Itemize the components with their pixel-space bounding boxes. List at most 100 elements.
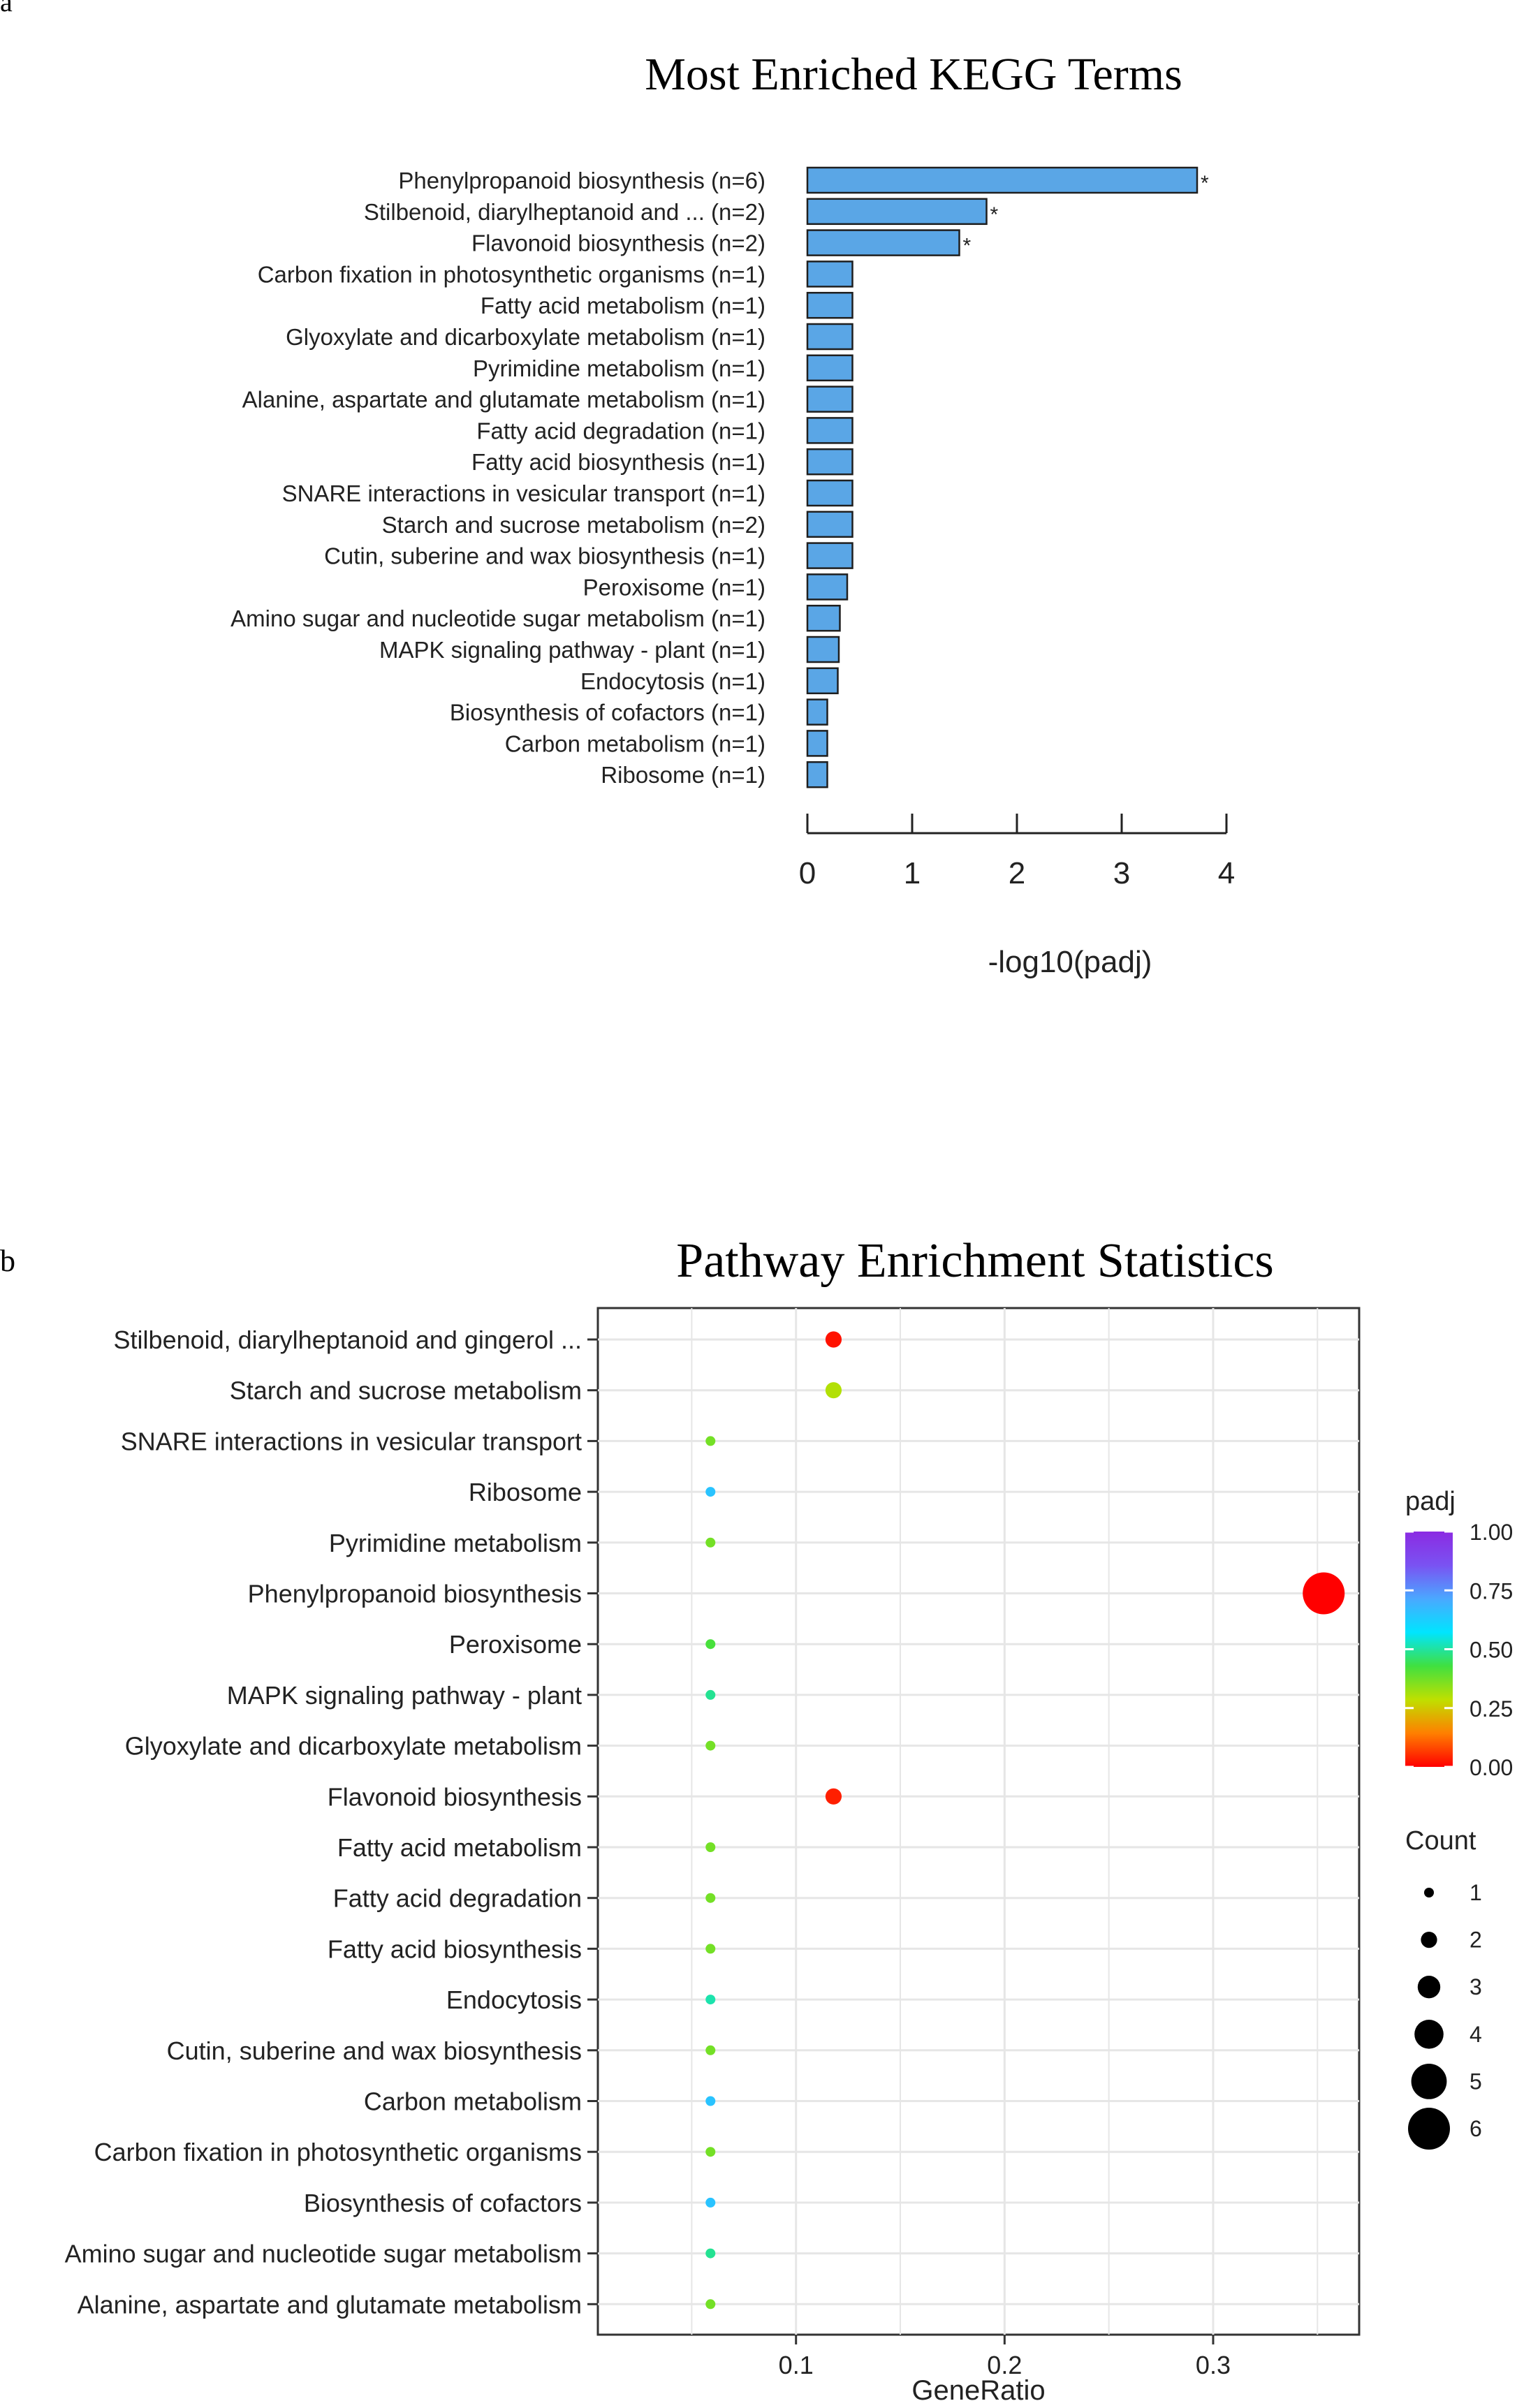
data-point [705,1537,716,1548]
bar [806,323,853,351]
bar [806,604,841,632]
panel-a-title: Most Enriched KEGG Terms [645,49,1182,100]
category-label: Alanine, aspartate and glutamate metabol… [78,2290,582,2319]
significance-star: * [1201,172,1209,195]
category-label: MAPK signaling pathway - plant [227,1681,582,1710]
size-legend-dot [1424,1888,1434,1897]
size-legend-label: 2 [1470,1928,1482,1953]
size-legend-dot [1414,2020,1444,2049]
bar-label: Endocytosis (n=1) [580,668,765,694]
data-point [705,1639,716,1650]
data-point [825,1788,842,1805]
bar-label: Glyoxylate and dicarboxylate metabolism … [286,324,765,350]
bar-label: Cutin, suberine and wax biosynthesis (n=… [324,543,765,569]
category-label: Phenylpropanoid biosynthesis [248,1580,582,1608]
category-label: Stilbenoid, diarylheptanoid and gingerol… [114,1326,582,1354]
bar [806,417,853,444]
panel-b-category-labels: Stilbenoid, diarylheptanoid and gingerol… [65,1326,598,2319]
significance-star: * [990,203,999,226]
bar-label: Flavonoid biosynthesis (n=2) [471,230,765,256]
data-point [705,1487,716,1497]
colorbar-tick-label: 0.50 [1470,1638,1513,1663]
bar [806,761,828,788]
size-legend-label: 6 [1470,2116,1482,2141]
panel-a-label: a [0,0,13,17]
data-point [705,2299,716,2310]
bar [806,542,853,569]
panel-b-x-axis-title: GeneRatio [911,2375,1045,2406]
bar [806,291,853,319]
x-tick-label: 4 [1218,856,1235,890]
size-legend-dot [1408,2108,1450,2150]
data-point [705,2096,716,2106]
panel-a: a Most Enriched KEGG Terms Phenylpropano… [0,0,1235,979]
colorbar-tick-label: 0.75 [1470,1578,1513,1603]
panel-b-x-axis: 0.1 0.2 0.3 [779,2335,1231,2379]
bar-label: Fatty acid biosynthesis (n=1) [471,449,765,475]
panel-b-label: b [0,1244,15,1278]
bar [806,667,839,695]
category-label: Ribosome [469,1478,582,1506]
data-point [705,2147,716,2157]
panel-b: b Pathway Enrichment Statistics Stilbeno… [0,1234,1513,2406]
data-point [825,1331,842,1348]
panel-b-plot-area [596,1307,1361,2336]
bar [806,511,853,538]
data-point [705,1436,716,1446]
colorbar-tick-label: 0.25 [1470,1696,1513,1721]
data-point [705,1740,716,1751]
bar-label: Fatty acid metabolism (n=1) [481,293,765,318]
x-tick-label: 0.3 [1196,2351,1231,2379]
x-tick-label: 3 [1113,856,1130,890]
x-tick-label: 0.1 [779,2351,814,2379]
bar-label: Ribosome (n=1) [601,762,765,788]
category-label: Carbon metabolism [364,2087,582,2116]
bar [806,479,853,507]
bar-label: SNARE interactions in vesicular transpor… [282,480,765,506]
bar [806,354,853,382]
data-point [705,1689,716,1700]
bar-label: Amino sugar and nucleotide sugar metabol… [230,605,765,631]
bar [806,730,828,757]
category-label: Cutin, suberine and wax biosynthesis [167,2036,582,2065]
bar [806,573,849,601]
bar-label: Fatty acid degradation (n=1) [476,418,765,443]
size-legend-dot [1421,1932,1437,1948]
bar [806,386,853,413]
data-point [705,2197,716,2208]
size-legend-label: 3 [1470,1974,1482,1999]
bar-label: MAPK signaling pathway - plant (n=1) [379,637,765,663]
colorbar-ticks: 1.00 0.75 0.50 0.25 0.00 [1405,1520,1513,1780]
panel-b-title: Pathway Enrichment Statistics [676,1234,1273,1288]
category-label: Carbon fixation in photosynthetic organi… [94,2138,582,2166]
panel-b-points [705,1331,1345,2310]
category-label: SNARE interactions in vesicular transpor… [121,1427,582,1455]
data-point [705,2045,716,2055]
category-label: Fatty acid biosynthesis [328,1935,582,1963]
bar-label: Stilbenoid, diarylheptanoid and ... (n=2… [364,199,765,225]
category-label: Starch and sucrose metabolism [230,1376,582,1405]
bar [806,698,828,726]
data-point [705,1893,716,1903]
data-point [705,2248,716,2259]
colorbar-tick-label: 1.00 [1470,1520,1513,1545]
bar [806,166,1199,194]
category-label: Fatty acid metabolism [337,1833,582,1862]
size-legend-label: 1 [1470,1880,1482,1905]
bar-label: Pyrimidine metabolism (n=1) [473,355,765,381]
bar [806,636,840,663]
bar-label: Carbon metabolism (n=1) [505,731,765,756]
category-label: Glyoxylate and dicarboxylate metabolism [125,1732,582,1761]
bar [806,260,853,288]
bar-label: Phenylpropanoid biosynthesis (n=6) [398,168,765,193]
category-label: Endocytosis [446,1985,582,2014]
size-legend-dot [1417,1976,1441,1999]
bar [806,198,988,226]
x-tick-label: 0.2 [987,2351,1022,2379]
x-tick-label: 1 [904,856,921,890]
bar-label: Starch and sucrose metabolism (n=2) [382,512,765,538]
data-point [825,1382,842,1399]
category-label: Peroxisome [449,1630,582,1659]
category-label: Pyrimidine metabolism [329,1529,582,1557]
